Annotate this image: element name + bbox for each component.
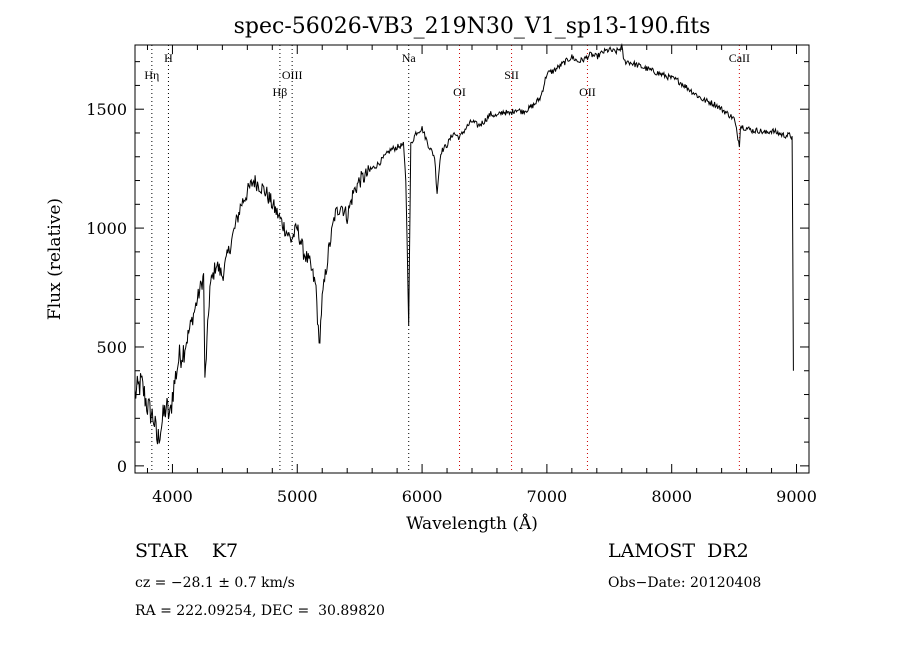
line-label-5: OI [453,85,466,99]
line-label-7: OII [579,85,596,99]
chart-title: spec-56026-VB3_219N30_V1_sp13-190.fits [234,14,711,39]
line-label-0: Hη [144,68,159,82]
line-label-8: CaII [729,51,750,65]
line-label-6: SII [504,68,519,82]
spectrum-line [134,43,794,445]
x-tick-label-1: 5000 [277,487,318,506]
object-class: STAR K7 [135,540,239,562]
plot-frame [134,44,810,474]
y-axis-ticks: 0 500 1000 1500 [86,61,809,476]
survey-name: LAMOST DR2 [608,540,749,562]
observation-date: Obs−Date: 20120408 [608,575,762,591]
coordinates: RA = 222.09254, DEC = 30.89820 [135,603,385,619]
spectrum-series [134,43,794,445]
line-label-1: H [164,51,173,65]
x-tick-label-0: 4000 [152,487,193,506]
x-tick-label-3: 7000 [527,487,568,506]
line-label-3: OIII [282,68,303,82]
y-axis-label: Flux (relative) [45,198,65,320]
y-tick-label-0: 0 [117,457,127,476]
y-tick-label-2: 1000 [86,219,127,238]
line-label-2: Hβ [273,85,288,99]
x-tick-label-4: 8000 [651,487,692,506]
emission-line-markers: Hη H Hβ OIII Na OI SII OII CaII [144,45,750,473]
y-tick-label-3: 1500 [86,100,127,119]
redshift-cz: cz = −28.1 ± 0.7 km/s [135,575,295,591]
x-tick-label-5: 9000 [776,487,817,506]
line-label-4: Na [402,51,417,65]
x-axis-ticks: 4000 5000 6000 7000 8000 9000 [146,45,817,506]
x-axis-label: Wavelength (Å) [406,513,538,534]
x-tick-label-2: 6000 [402,487,443,506]
y-tick-label-1: 500 [96,338,127,357]
